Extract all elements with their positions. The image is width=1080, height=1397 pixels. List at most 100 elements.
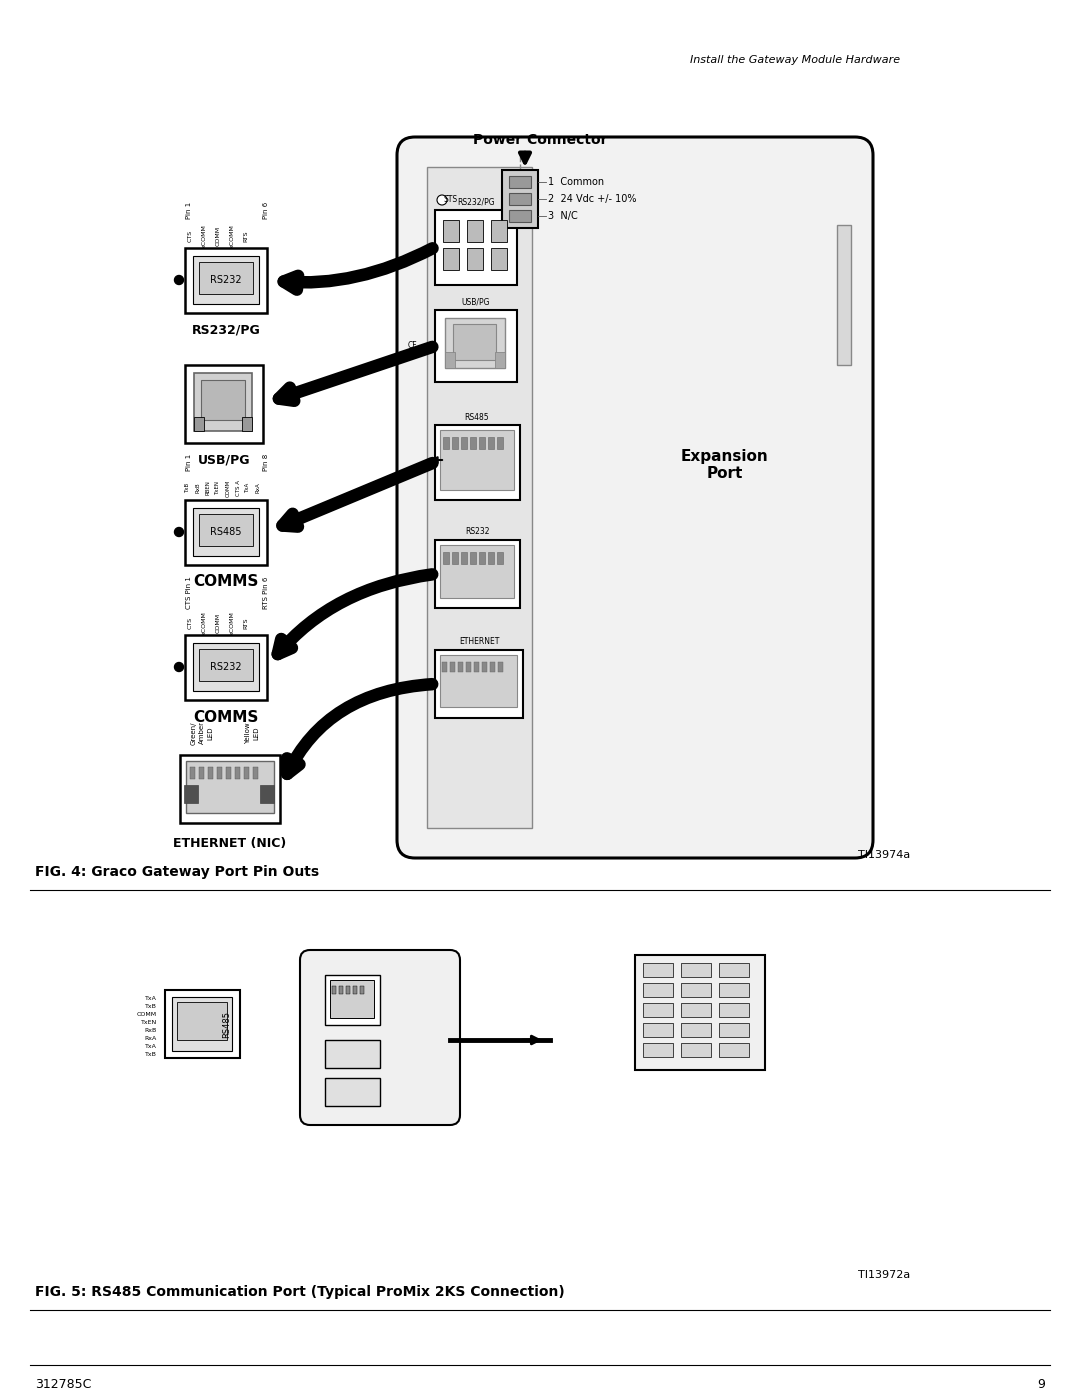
Bar [453,324,496,360]
Text: RBEN: RBEN [205,481,211,496]
Text: Yellow: Yellow [245,722,251,743]
Bar [208,767,213,780]
Text: ETHERNET: ETHERNET [459,637,499,647]
Bar [332,986,336,995]
Bar [681,1023,711,1037]
Text: TI13974a: TI13974a [858,849,910,861]
Bar [509,210,531,222]
Bar [443,437,449,448]
Bar [643,963,673,977]
Text: RS232: RS232 [211,275,242,285]
Bar [453,552,458,564]
Bar [445,319,505,367]
Text: CTS A: CTS A [235,481,241,496]
Bar [719,1023,750,1037]
Bar [235,767,240,780]
Bar [681,1003,711,1017]
Bar [194,416,204,432]
Bar [253,767,258,780]
Text: CTS: CTS [188,231,192,242]
Text: LED: LED [253,726,259,740]
Text: RxA: RxA [145,1035,157,1041]
Text: RS232/PG: RS232/PG [191,324,260,337]
Bar [435,210,517,285]
Text: RTS Pin 6: RTS Pin 6 [264,577,269,609]
Text: CTS Pin 1: CTS Pin 1 [186,577,192,609]
Bar [260,785,274,803]
Text: RS485: RS485 [222,1010,231,1038]
Text: TxB: TxB [145,1003,157,1009]
Bar [172,997,232,1051]
Text: Power Connector: Power Connector [473,133,607,147]
Bar [467,219,483,242]
Bar [719,1044,750,1058]
Bar [217,767,222,780]
Text: USB/PG: USB/PG [462,298,490,306]
Bar [502,170,538,228]
Bar [325,1039,380,1067]
Bar [643,983,673,997]
Bar [458,662,463,672]
Bar [360,986,364,995]
Text: RS485: RS485 [211,527,242,536]
Bar [681,1044,711,1058]
Text: FIG. 5: RS485 Communication Port (Typical ProMix 2KS Connection): FIG. 5: RS485 Communication Port (Typica… [35,1285,565,1299]
Bar [719,963,750,977]
Bar [435,310,517,381]
Bar [497,437,503,448]
Bar [443,552,449,564]
Text: ETHERNET (NIC): ETHERNET (NIC) [174,837,286,849]
Bar [193,643,259,692]
Bar [199,650,253,680]
Text: xCOMM: xCOMM [229,224,234,247]
Text: TxEN: TxEN [216,481,220,495]
Bar [497,552,503,564]
Bar [330,981,374,1018]
Text: COMM: COMM [216,226,220,246]
Bar [461,437,467,448]
Bar [719,983,750,997]
Text: COMMS: COMMS [193,574,259,590]
Bar [325,1078,380,1106]
Bar [442,662,447,672]
Text: Pin 1: Pin 1 [186,454,192,471]
Bar [440,545,514,598]
Text: 9: 9 [1037,1379,1045,1391]
Text: TxEN: TxEN [140,1020,157,1024]
Text: TI13972a: TI13972a [858,1270,910,1280]
Bar [498,662,503,672]
Text: TxB: TxB [186,483,190,493]
Bar [461,552,467,564]
Bar [435,650,523,718]
Bar [681,963,711,977]
Text: RS232: RS232 [211,662,242,672]
Bar [199,514,253,546]
Text: TxA: TxA [145,996,157,1000]
Bar [509,193,531,205]
Bar [837,225,851,365]
Bar [244,767,249,780]
Bar [199,767,204,780]
Bar [435,425,519,500]
Bar [470,552,476,564]
Bar [495,352,505,367]
Bar [465,662,471,672]
Bar [184,785,198,803]
Text: Amber: Amber [199,721,205,745]
Bar [443,219,459,242]
Bar [325,975,380,1025]
Bar [427,168,532,828]
Bar [480,552,485,564]
Bar [635,956,765,1070]
Bar [488,552,494,564]
Circle shape [175,528,184,536]
Text: COMMS: COMMS [193,710,259,725]
Bar [226,767,231,780]
Bar [201,380,245,420]
Bar [467,249,483,270]
Bar [480,437,485,448]
Text: TxA: TxA [145,1044,157,1049]
Bar [180,754,280,823]
Text: RxB: RxB [195,483,201,493]
Text: USB/PG: USB/PG [198,454,251,467]
